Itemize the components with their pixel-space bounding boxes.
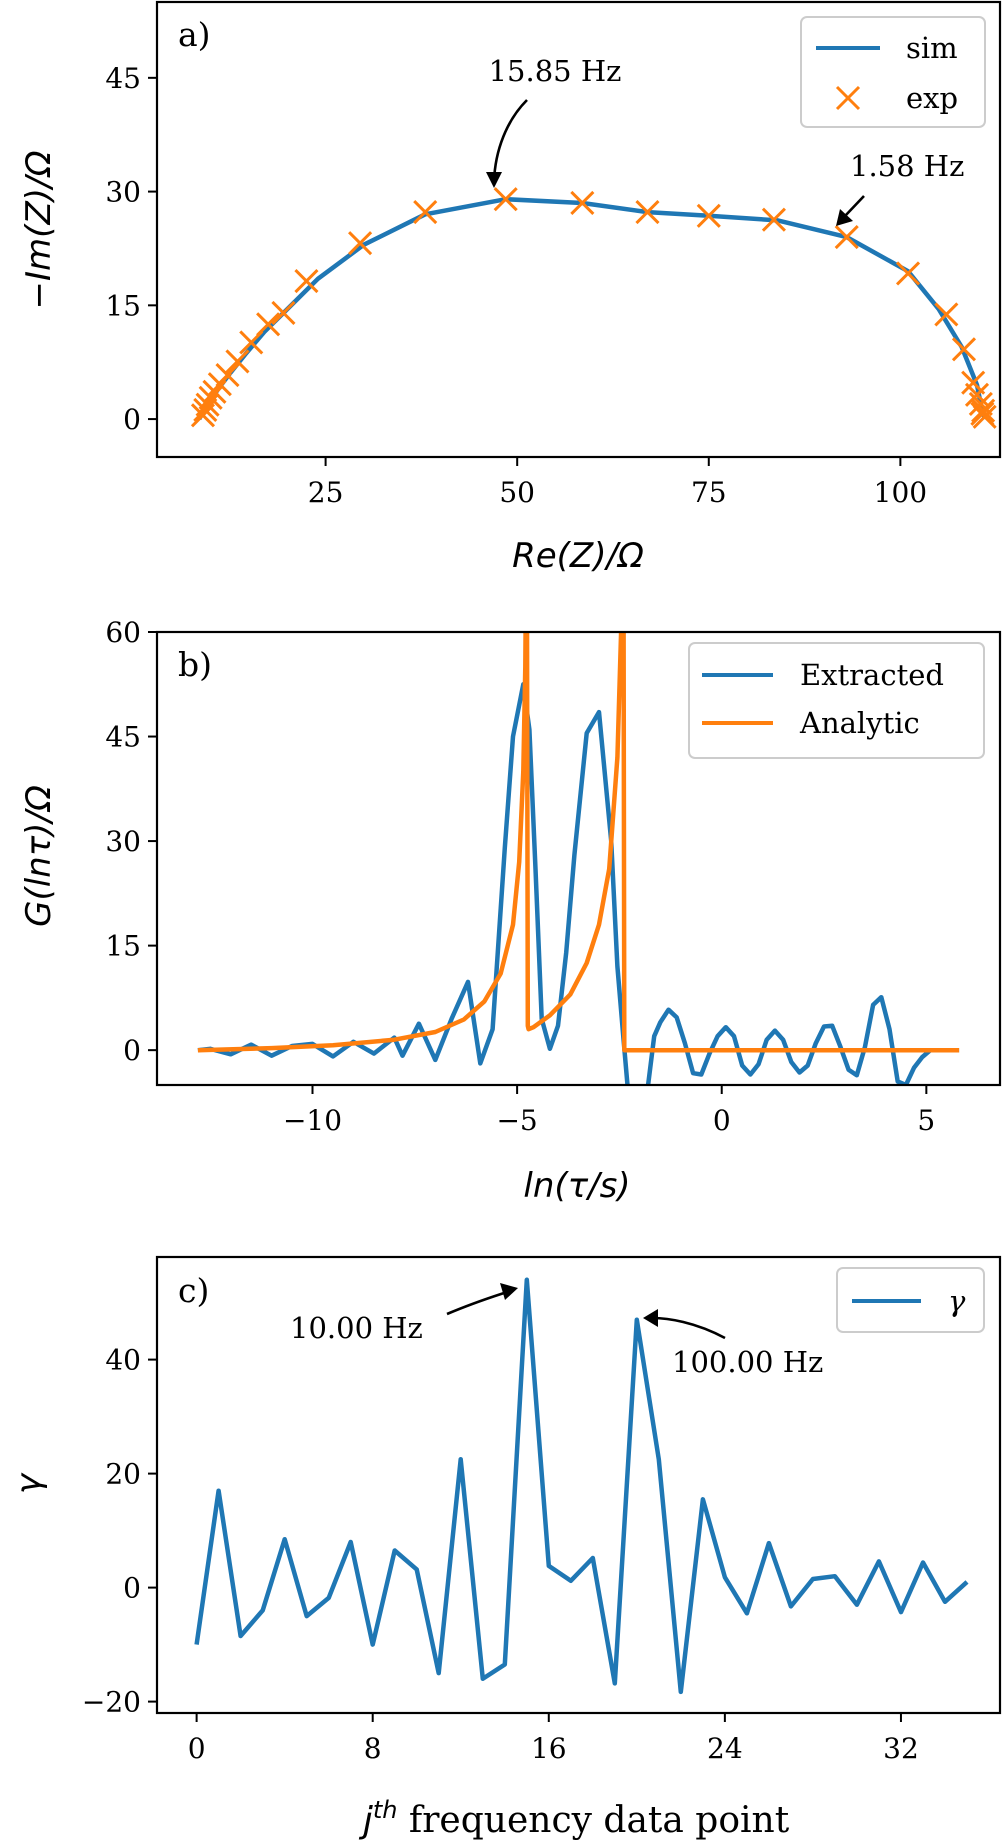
data-point-exp bbox=[970, 401, 995, 426]
series-line-analytic bbox=[197, 632, 960, 1053]
data-point-exp bbox=[225, 349, 250, 374]
y-tick-label: 15 bbox=[105, 289, 141, 322]
y-tick-label: 45 bbox=[105, 62, 141, 95]
legend-b: Extracted Analytic bbox=[688, 642, 985, 759]
x-tick-label: −5 bbox=[496, 1104, 537, 1137]
annotation-label-15-85hz: 15.85 Hz bbox=[489, 54, 622, 88]
x-axis-label-b: ln(τ/s) bbox=[523, 1166, 630, 1206]
x-tick-label: 75 bbox=[691, 476, 727, 509]
data-point-exp bbox=[215, 363, 240, 388]
y-tick-label: 0 bbox=[123, 1572, 141, 1605]
data-point-exp bbox=[570, 190, 595, 216]
plot-area-c bbox=[194, 1277, 969, 1695]
legend-c: γ bbox=[836, 1267, 985, 1333]
data-point-exp bbox=[193, 397, 218, 423]
data-point-exp bbox=[635, 199, 660, 225]
x-tick-label: −10 bbox=[283, 1104, 342, 1137]
y-tick-label: 45 bbox=[105, 721, 141, 754]
annotation-label-10hz: 10.00 Hz bbox=[290, 1311, 423, 1345]
chart-panel-b: −10 −5 0 5 0 15 30 45 60 b) ln(τ/s) G(lnτ)/Ω Ext… bbox=[19, 616, 1002, 1206]
y-axis-label-b: G(lnτ)/Ω bbox=[19, 785, 59, 927]
panel-label-c: c) bbox=[178, 1271, 209, 1310]
data-point-exp bbox=[413, 199, 438, 225]
x-axis-label-c: jth frequency data point bbox=[358, 1796, 790, 1841]
legend-exp-swatch bbox=[835, 85, 861, 111]
legend-sim-label: sim bbox=[906, 31, 958, 65]
data-point-exp bbox=[271, 300, 296, 325]
data-point-exp bbox=[971, 398, 996, 423]
data-point-exp bbox=[294, 269, 319, 294]
data-point-exp bbox=[934, 302, 959, 327]
x-tick-label: 16 bbox=[531, 1732, 567, 1765]
data-point-exp bbox=[834, 225, 859, 250]
series-line-- bbox=[194, 1277, 969, 1695]
axes-frame-c bbox=[155, 1255, 1002, 1715]
x-tick-label: 0 bbox=[188, 1732, 206, 1765]
x-tick-label: 100 bbox=[874, 476, 927, 509]
data-point-exp bbox=[256, 312, 281, 337]
legend-analytic-label: Analytic bbox=[799, 706, 920, 740]
y-tick-label: 30 bbox=[105, 825, 141, 858]
series-exp bbox=[190, 187, 997, 429]
y-axis-label-a: −Im(Z)/Ω bbox=[19, 151, 59, 310]
data-point-exp bbox=[348, 231, 373, 256]
data-point-exp bbox=[951, 337, 977, 362]
series-line-extracted bbox=[197, 682, 960, 1085]
annotation-1-58hz: 1.58 Hz bbox=[836, 149, 964, 226]
plot-area-b bbox=[197, 632, 960, 1085]
panel-label-a: a) bbox=[178, 15, 211, 54]
y-tick-label: 0 bbox=[123, 1034, 141, 1067]
axes-frame-b bbox=[155, 630, 1002, 1087]
annotation-label-100hz: 100.00 Hz bbox=[672, 1345, 823, 1379]
x-tick-label: 0 bbox=[713, 1104, 731, 1137]
y-axis-label-c: γ bbox=[9, 1472, 49, 1494]
annotation-100hz: 100.00 Hz bbox=[643, 1309, 823, 1379]
legend-gamma-label: γ bbox=[948, 1284, 966, 1318]
legend-exp-label: exp bbox=[906, 81, 958, 115]
x-axis-label-a: Re(Z)/Ω bbox=[512, 536, 644, 576]
data-point-exp bbox=[761, 207, 786, 232]
axis-ticks-c: 0 8 16 24 32 −20 0 20 40 bbox=[82, 1344, 919, 1765]
x-tick-label: 24 bbox=[707, 1732, 743, 1765]
plot-area-a bbox=[190, 187, 997, 429]
annotation-10hz: 10.00 Hz bbox=[290, 1283, 518, 1345]
y-tick-label: 20 bbox=[105, 1458, 141, 1491]
x-tick-label: 5 bbox=[917, 1104, 935, 1137]
x-tick-label: 25 bbox=[308, 476, 344, 509]
data-point-exp bbox=[895, 261, 921, 286]
axes-frame-a bbox=[155, 0, 1002, 459]
panel-label-b: b) bbox=[178, 645, 212, 684]
annotation-label-1-58hz: 1.58 Hz bbox=[850, 149, 964, 183]
data-point-exp bbox=[696, 203, 721, 228]
chart-panel-a: 25 50 75 100 0 15 30 45 a) Re(Z)/Ω −Im(Z)/Ω 15.… bbox=[19, 0, 1002, 576]
legend-extracted-label: Extracted bbox=[800, 658, 944, 692]
legend-a: sim exp bbox=[800, 16, 986, 128]
x-tick-label: 32 bbox=[883, 1732, 919, 1765]
data-point-exp bbox=[195, 392, 220, 417]
annotation-15-85hz: 15.85 Hz bbox=[486, 54, 621, 188]
data-point-exp bbox=[198, 385, 223, 410]
legend-box-b bbox=[688, 642, 985, 759]
axis-ticks-b: −10 −5 0 5 0 15 30 45 60 bbox=[105, 616, 935, 1137]
chart-panel-c: 0 8 16 24 32 −20 0 20 40 c) jth frequency data p… bbox=[9, 1255, 1002, 1841]
y-tick-label: 30 bbox=[105, 176, 141, 209]
y-tick-label: −20 bbox=[82, 1686, 141, 1719]
y-tick-label: 0 bbox=[123, 403, 141, 436]
axis-ticks-a: 25 50 75 100 0 15 30 45 bbox=[105, 62, 927, 509]
x-tick-label: 50 bbox=[499, 476, 535, 509]
y-tick-label: 40 bbox=[105, 1344, 141, 1377]
x-tick-label: 8 bbox=[364, 1732, 382, 1765]
series-line-sim bbox=[197, 196, 987, 421]
y-tick-label: 60 bbox=[105, 616, 141, 649]
data-point-exp bbox=[493, 187, 518, 212]
y-tick-label: 15 bbox=[105, 930, 141, 963]
